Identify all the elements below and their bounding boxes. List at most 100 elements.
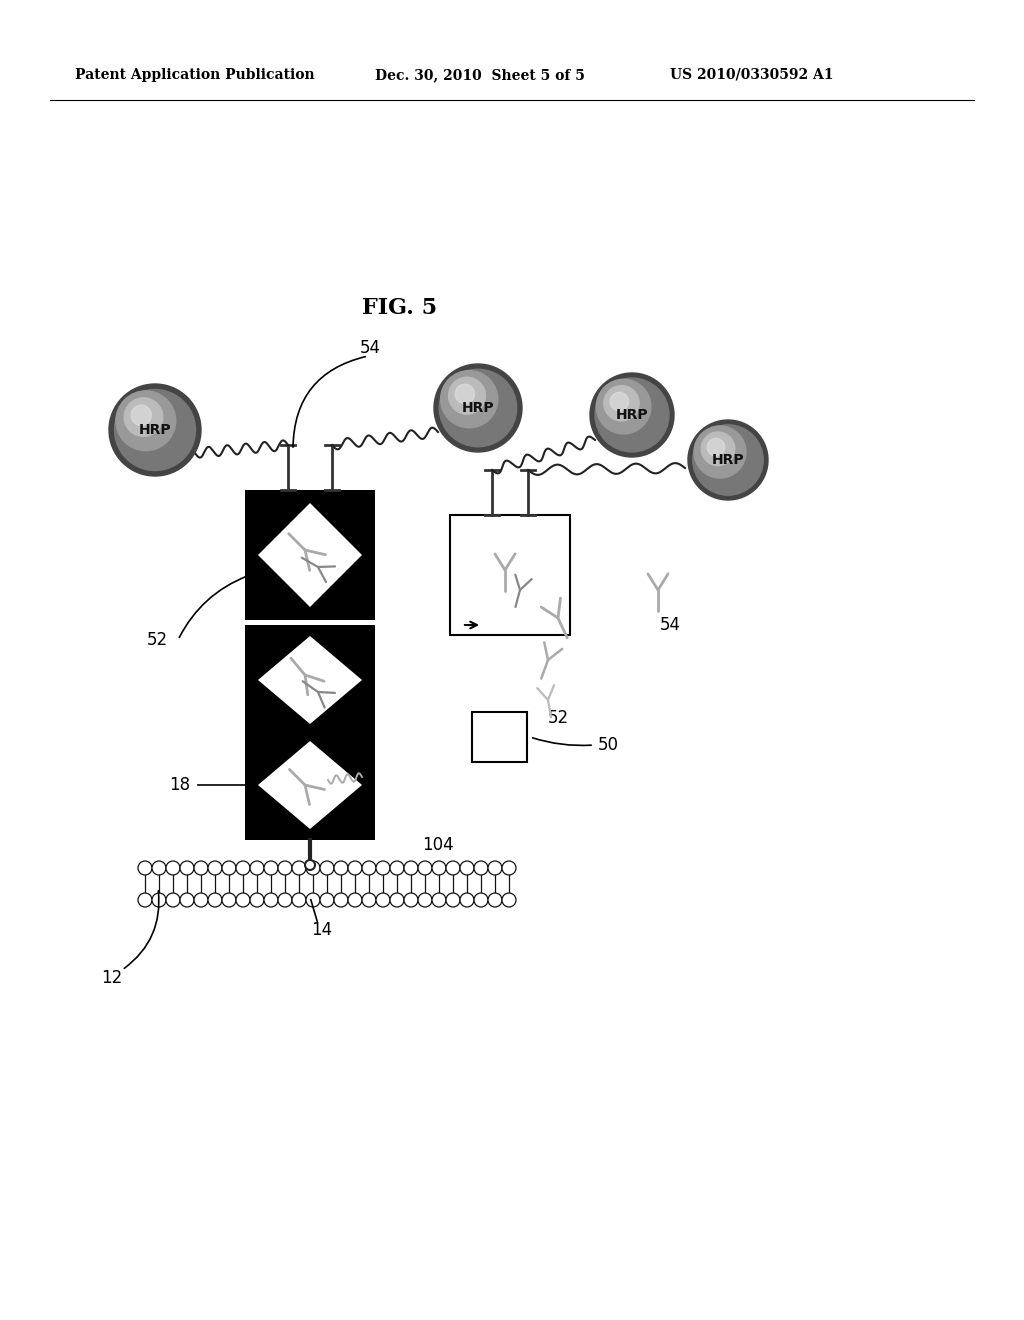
Text: 54: 54 [359, 339, 381, 356]
Text: 18: 18 [169, 776, 190, 795]
Text: Patent Application Publication: Patent Application Publication [75, 69, 314, 82]
Circle shape [138, 861, 152, 875]
Circle shape [166, 894, 180, 907]
Circle shape [590, 374, 674, 457]
Bar [472, 711, 527, 762]
Circle shape [194, 861, 208, 875]
Circle shape [319, 861, 334, 875]
Circle shape [474, 861, 488, 875]
Circle shape [460, 861, 474, 875]
Circle shape [306, 894, 319, 907]
Circle shape [434, 364, 522, 451]
Circle shape [418, 861, 432, 875]
Circle shape [208, 894, 222, 907]
Circle shape [376, 894, 390, 907]
Circle shape [610, 392, 629, 411]
Circle shape [180, 861, 194, 875]
Circle shape [348, 861, 362, 875]
Circle shape [432, 861, 446, 875]
Circle shape [180, 894, 194, 907]
Text: 56: 56 [718, 469, 739, 487]
Circle shape [124, 397, 163, 437]
Circle shape [278, 861, 292, 875]
Circle shape [264, 894, 278, 907]
Text: 12: 12 [101, 969, 123, 987]
Text: HRP: HRP [615, 408, 648, 422]
Text: HRP: HRP [138, 422, 171, 437]
Circle shape [348, 894, 362, 907]
Text: HRP: HRP [712, 453, 744, 467]
Circle shape [502, 861, 516, 875]
Circle shape [362, 861, 376, 875]
Circle shape [446, 861, 460, 875]
Circle shape [390, 894, 404, 907]
Circle shape [488, 894, 502, 907]
Polygon shape [258, 741, 362, 829]
Circle shape [236, 894, 250, 907]
Circle shape [264, 861, 278, 875]
Circle shape [439, 370, 517, 446]
Circle shape [305, 861, 315, 870]
Circle shape [152, 861, 166, 875]
Circle shape [131, 405, 152, 425]
Bar [245, 730, 375, 840]
Circle shape [115, 389, 196, 470]
Text: 54: 54 [660, 616, 681, 634]
Circle shape [152, 894, 166, 907]
Text: US 2010/0330592 A1: US 2010/0330592 A1 [670, 69, 834, 82]
Circle shape [502, 894, 516, 907]
Circle shape [694, 426, 746, 478]
Circle shape [596, 379, 651, 434]
Text: 14: 14 [311, 921, 333, 939]
Polygon shape [258, 636, 362, 723]
Circle shape [306, 861, 319, 875]
Circle shape [222, 861, 236, 875]
Bar [450, 515, 570, 635]
Bar [245, 490, 375, 620]
Polygon shape [258, 503, 362, 607]
Circle shape [390, 861, 404, 875]
Circle shape [109, 384, 201, 477]
Circle shape [334, 894, 348, 907]
Circle shape [595, 378, 669, 451]
Circle shape [446, 894, 460, 907]
Bar [245, 624, 375, 735]
Circle shape [701, 432, 735, 466]
Circle shape [604, 385, 639, 421]
Circle shape [362, 894, 376, 907]
Circle shape [688, 420, 768, 500]
Circle shape [292, 861, 306, 875]
Circle shape [222, 894, 236, 907]
Circle shape [432, 894, 446, 907]
Text: 104: 104 [422, 836, 454, 854]
Circle shape [334, 861, 348, 875]
Circle shape [208, 861, 222, 875]
Circle shape [460, 894, 474, 907]
Circle shape [138, 894, 152, 907]
Text: 50: 50 [598, 737, 618, 754]
Circle shape [319, 894, 334, 907]
Text: Dec. 30, 2010  Sheet 5 of 5: Dec. 30, 2010 Sheet 5 of 5 [375, 69, 585, 82]
Circle shape [404, 861, 418, 875]
Circle shape [376, 861, 390, 875]
Text: FIG. 5: FIG. 5 [362, 297, 437, 319]
Circle shape [278, 894, 292, 907]
Circle shape [236, 861, 250, 875]
Circle shape [404, 894, 418, 907]
Circle shape [116, 391, 176, 450]
Circle shape [708, 438, 725, 455]
Circle shape [455, 384, 474, 404]
Circle shape [418, 894, 432, 907]
Text: 52: 52 [548, 709, 569, 727]
Circle shape [449, 378, 485, 414]
Circle shape [292, 894, 306, 907]
Circle shape [250, 894, 264, 907]
Circle shape [488, 861, 502, 875]
Circle shape [440, 371, 498, 428]
Text: 52: 52 [146, 631, 168, 649]
Text: HRP: HRP [462, 401, 495, 414]
Circle shape [474, 894, 488, 907]
Circle shape [693, 425, 763, 495]
Circle shape [194, 894, 208, 907]
Circle shape [250, 861, 264, 875]
